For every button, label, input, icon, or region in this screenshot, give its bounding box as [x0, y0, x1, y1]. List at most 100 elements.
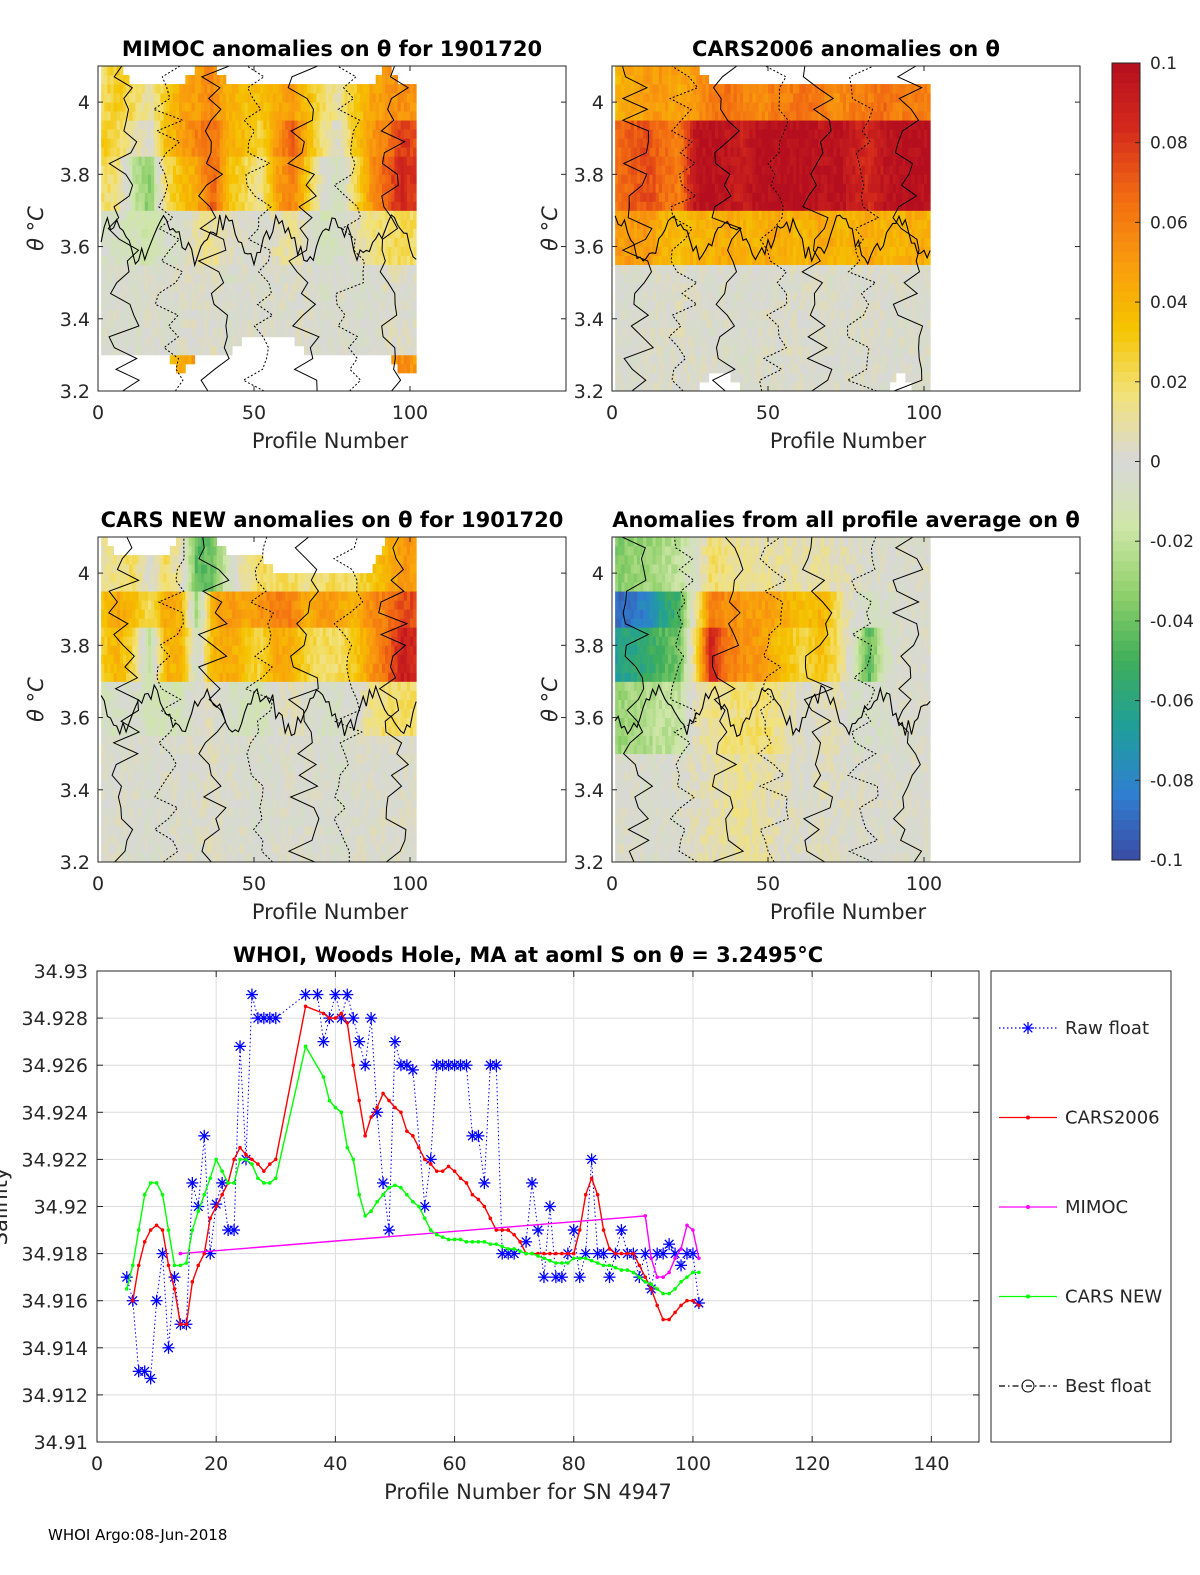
heatmap-cell: [668, 201, 672, 211]
heatmap-cell: [771, 84, 775, 94]
heatmap-cell: [319, 309, 324, 320]
heatmap-cell: [777, 201, 781, 211]
heatmap-cell: [761, 336, 766, 347]
heatmap-cell: [135, 264, 139, 275]
heatmap-cell: [397, 174, 402, 184]
heatmap-cell: [107, 300, 111, 311]
heatmap-cell: [288, 210, 292, 220]
heatmap-cell: [232, 84, 236, 94]
heatmap-cell: [714, 183, 719, 193]
heatmap-cell: [350, 309, 355, 320]
heatmap-cell: [400, 192, 405, 202]
heatmap-cell: [755, 282, 760, 293]
heatmap-cell: [288, 327, 292, 338]
heatmap-cell: [375, 138, 380, 148]
heatmap-cell: [235, 129, 239, 139]
heatmap-cell: [235, 318, 239, 329]
heatmap-cell: [141, 210, 146, 220]
heatmap-cell: [275, 210, 280, 220]
heatmap-cell: [743, 165, 747, 175]
heatmap-cell: [674, 300, 678, 311]
heatmap-cell: [313, 273, 317, 284]
heatmap-cell: [686, 309, 691, 320]
heatmap-cell: [397, 291, 402, 302]
heatmap-cell: [282, 300, 286, 311]
heatmap-cell: [649, 282, 653, 293]
heatmap-cell: [160, 93, 164, 103]
heatmap-cell: [157, 318, 161, 329]
heatmap-cell: [160, 165, 164, 175]
heatmap-cell: [702, 165, 706, 175]
heatmap-cell: [771, 300, 775, 311]
heatmap-cell: [250, 102, 255, 112]
heatmap-cell: [621, 228, 625, 238]
heatmap-cell: [297, 237, 302, 247]
heatmap-cell: [250, 228, 255, 238]
heatmap-cell: [147, 237, 152, 247]
heatmap-cell: [356, 147, 361, 157]
heatmap-cell: [238, 246, 242, 256]
heatmap-cell: [157, 291, 161, 302]
heatmap-cell: [686, 174, 691, 184]
heatmap-cell: [366, 84, 370, 94]
heatmap-cell: [771, 282, 775, 293]
heatmap-cell: [661, 174, 666, 184]
heatmap-cell: [257, 318, 261, 329]
heatmap-cell: [761, 228, 766, 238]
heatmap-cell: [219, 345, 224, 356]
heatmap-cell: [341, 138, 345, 148]
heatmap-cell: [291, 282, 295, 293]
heatmap-cell: [219, 237, 224, 247]
heatmap-cell: [247, 201, 252, 211]
heatmap-cell: [132, 246, 136, 256]
heatmap-cell: [721, 354, 725, 365]
heatmap-cell: [141, 246, 146, 256]
heatmap-cell: [347, 174, 352, 184]
heatmap-cell: [730, 192, 735, 202]
heatmap-cell: [668, 381, 672, 391]
heatmap-cell: [649, 192, 653, 202]
heatmap-cell: [649, 219, 653, 229]
heatmap-cell: [129, 246, 133, 256]
heatmap-cell: [702, 156, 706, 166]
heatmap-cell: [197, 138, 202, 148]
heatmap-cell: [721, 156, 725, 166]
heatmap-cell: [621, 84, 625, 94]
heatmap-cell: [388, 282, 392, 293]
heatmap-cell: [696, 219, 700, 229]
heatmap-cell: [166, 300, 171, 311]
heatmap-cell: [633, 93, 638, 103]
heatmap-cell: [714, 165, 719, 175]
heatmap-cell: [182, 300, 186, 311]
heatmap-cell: [122, 111, 127, 121]
heatmap-cell: [394, 138, 398, 148]
heatmap-cell: [699, 246, 703, 256]
x-tick-label: 50: [242, 402, 266, 424]
heatmap-cell: [746, 228, 750, 238]
heatmap-cell: [683, 192, 688, 202]
heatmap-cell: [263, 183, 267, 193]
heatmap-cell: [254, 102, 258, 112]
heatmap-cell: [119, 93, 124, 103]
heatmap-cell: [410, 318, 414, 329]
heatmap-cell: [410, 120, 414, 130]
heatmap-cell: [104, 309, 108, 320]
heatmap-cell: [774, 327, 778, 338]
heatmap-cell: [646, 300, 650, 311]
heatmap-cell: [244, 183, 249, 193]
heatmap-cell: [356, 345, 361, 356]
heatmap-cell: [316, 111, 320, 121]
heatmap-cell: [325, 246, 330, 256]
heatmap-cell: [646, 147, 650, 157]
heatmap-cell: [347, 345, 352, 356]
heatmap-cell: [335, 255, 339, 266]
heatmap-cell: [746, 372, 750, 383]
heatmap-cell: [129, 120, 133, 130]
heatmap-cell: [191, 84, 196, 94]
heatmap-cell: [683, 165, 688, 175]
heatmap-cell: [388, 336, 392, 347]
heatmap-cell: [646, 237, 650, 247]
heatmap-cell: [777, 138, 781, 148]
heatmap-cell: [172, 147, 177, 157]
heatmap-cell: [652, 210, 657, 220]
